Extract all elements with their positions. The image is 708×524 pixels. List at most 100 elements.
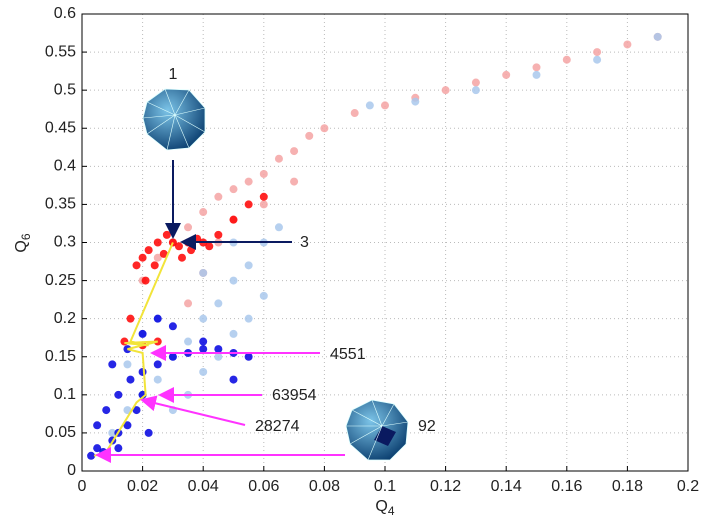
- point: [141, 276, 150, 285]
- y-tick-label: 0.2: [54, 310, 76, 327]
- point: [229, 276, 238, 285]
- point: [214, 352, 223, 361]
- point: [274, 223, 283, 232]
- point: [132, 261, 141, 270]
- point: [138, 329, 147, 338]
- point: [153, 360, 162, 369]
- x-tick-label: 0.2: [677, 478, 699, 495]
- point: [441, 86, 450, 95]
- point: [150, 261, 159, 270]
- x-tick-label: 0.04: [188, 478, 219, 495]
- point: [290, 177, 299, 186]
- point: [199, 345, 208, 354]
- y-tick-label: 0.45: [45, 119, 76, 136]
- point: [184, 299, 193, 308]
- point: [199, 208, 208, 217]
- x-tick-label: 0.06: [248, 478, 279, 495]
- y-tick-label: 0.6: [54, 5, 76, 22]
- annotation: 4551: [330, 346, 366, 363]
- axes-box: [81, 13, 689, 472]
- trajectory: [93, 242, 174, 457]
- point: [108, 360, 117, 369]
- point: [229, 375, 238, 384]
- point: [120, 337, 129, 346]
- point: [532, 63, 541, 72]
- point: [138, 367, 147, 376]
- point: [184, 337, 193, 346]
- x-tick-label: 0.18: [612, 478, 643, 495]
- point: [244, 200, 253, 209]
- point: [168, 352, 177, 361]
- y-tick-label: 0.15: [45, 348, 76, 365]
- x-axis-label: Q4: [375, 498, 394, 518]
- point: [502, 70, 511, 79]
- point: [653, 32, 662, 41]
- point: [199, 367, 208, 376]
- y-tick-label: 0.4: [54, 158, 76, 175]
- point: [93, 421, 102, 430]
- point: [244, 314, 253, 323]
- point: [244, 261, 253, 270]
- point: [153, 314, 162, 323]
- point: [471, 78, 480, 87]
- arrow: [140, 395, 246, 426]
- point: [244, 177, 253, 186]
- point: [126, 314, 135, 323]
- x-tick-label: 0.12: [430, 478, 461, 495]
- point: [144, 428, 153, 437]
- annotation: 92: [418, 418, 436, 435]
- y-tick-label: 0.1: [54, 386, 76, 403]
- point: [102, 406, 111, 415]
- point: [411, 97, 420, 106]
- point: [259, 169, 268, 178]
- point: [381, 101, 389, 110]
- point: [126, 375, 135, 384]
- annotation: 63954: [272, 387, 317, 404]
- point: [214, 230, 223, 239]
- point: [274, 154, 283, 163]
- point: [244, 352, 253, 361]
- point: [144, 246, 153, 255]
- point: [123, 360, 132, 369]
- point: [350, 109, 359, 118]
- x-tick-label: 0.14: [491, 478, 522, 495]
- annotation: 3: [300, 234, 309, 251]
- point: [123, 421, 132, 430]
- point: [138, 253, 147, 262]
- point: [471, 86, 480, 95]
- point: [229, 185, 238, 194]
- point: [229, 329, 238, 338]
- annotation: 1: [169, 66, 178, 83]
- y-axis-label: Q6: [13, 233, 33, 252]
- point: [259, 291, 268, 300]
- point: [290, 147, 299, 156]
- y-tick-label: 0: [67, 462, 76, 479]
- point: [123, 406, 132, 415]
- point: [132, 406, 141, 415]
- point: [187, 246, 196, 255]
- point: [114, 444, 123, 453]
- point: [159, 249, 168, 258]
- y-tick-label: 0.05: [45, 424, 76, 441]
- point: [305, 131, 314, 140]
- point: [177, 253, 186, 262]
- point: [214, 299, 223, 308]
- x-tick-label: 0.02: [127, 478, 158, 495]
- point: [184, 223, 193, 232]
- point: [229, 215, 238, 224]
- y-tick-label: 0.3: [54, 234, 76, 251]
- point: [593, 48, 602, 57]
- point: [259, 200, 268, 209]
- y-tick-label: 0.25: [45, 272, 76, 289]
- point: [153, 238, 162, 247]
- point: [153, 253, 162, 262]
- point: [199, 314, 208, 323]
- y-tick-label: 0.35: [45, 196, 76, 213]
- point: [87, 451, 96, 460]
- cluster-icon: [345, 399, 409, 461]
- point: [174, 242, 183, 251]
- point: [162, 230, 171, 239]
- point: [593, 55, 602, 64]
- cluster-icon: [142, 88, 206, 151]
